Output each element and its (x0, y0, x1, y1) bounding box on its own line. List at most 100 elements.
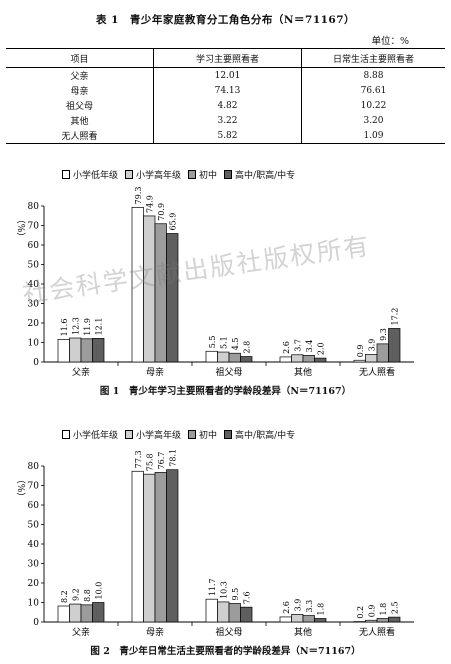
data-label: 12.1 (94, 318, 103, 336)
bar (154, 472, 167, 623)
y-axis-label: （%） (15, 475, 26, 502)
table-cell: 12.01 (153, 67, 302, 83)
bar (92, 602, 105, 623)
data-label: 2.0 (316, 342, 325, 355)
legend-label: 小学低年级 (73, 171, 119, 181)
bar (69, 603, 82, 623)
data-label: 74.9 (145, 195, 154, 213)
figure-2-caption: 图 2 青少年日常生活主要照看者的学龄段差异（N＝71167） (90, 646, 361, 657)
data-label: 3.3 (305, 600, 314, 613)
x-tick-label: 无人照看 (359, 626, 395, 638)
legend-label: 初中 (199, 171, 218, 181)
table-cell: 4.82 (153, 98, 302, 113)
legend-swatch (224, 430, 233, 439)
table-cell: 母亲 (70, 87, 89, 97)
y-tick-label: 0 (33, 358, 39, 368)
legend-swatch (188, 170, 197, 179)
legend-label: 小学高年级 (136, 431, 182, 441)
figure-1-caption: 图 1 青少年学习主要照看者的学龄段差异（N＝71167） (99, 386, 352, 397)
bar (314, 618, 327, 623)
bar (353, 621, 366, 623)
bar (279, 356, 292, 363)
table-cell: 8.88 (301, 67, 445, 83)
data-label: 0.9 (356, 345, 365, 358)
bar (166, 469, 179, 623)
bar (365, 619, 378, 623)
bar (217, 601, 230, 623)
bar (388, 328, 401, 363)
legend-item: 小学高年级 (125, 168, 181, 181)
y-tick-label: 60 (28, 501, 40, 511)
data-label: 77.3 (134, 450, 143, 468)
bar (314, 357, 327, 363)
x-tick-label: 祖父母 (215, 626, 242, 638)
table-cell: 3.20 (301, 113, 445, 128)
x-tick-label: 无人照看 (359, 366, 395, 378)
data-label: 65.9 (168, 213, 177, 231)
bar (57, 605, 70, 623)
bar (240, 356, 253, 363)
y-tick-label: 40 (28, 280, 40, 290)
bar (205, 598, 218, 623)
data-label: 2.6 (282, 601, 291, 614)
data-label: 9.2 (71, 588, 80, 601)
data-label: 76.7 (157, 452, 166, 470)
table-row: 父亲 12.01 8.88 (6, 67, 445, 83)
table-header-cell: 日常生活主要照看者 (301, 48, 445, 68)
data-label: 12.3 (71, 317, 80, 335)
data-label: 11.6 (60, 319, 69, 337)
legend-label: 高中/职高/中专 (235, 431, 296, 441)
bar (131, 470, 144, 623)
y-tick-label: 60 (28, 241, 40, 251)
bar (302, 615, 315, 623)
legend-label: 小学高年级 (136, 171, 182, 181)
legend-swatch (125, 170, 134, 179)
table-header-row: 项目 学习主要照看者 日常生活主要照看者 (6, 48, 445, 68)
y-tick-label: 10 (28, 599, 40, 609)
figure-1-chart: 0 10 20 30 40 50 60 70 80（%） 11.6 12.3 11.9 12.1 父亲 79… (15, 187, 414, 378)
bar (80, 604, 93, 623)
table-cell: 祖父母 (65, 102, 93, 112)
table-cell: 74.13 (153, 83, 302, 98)
table-cell: 其他 (70, 117, 89, 127)
x-tick-label: 母亲 (146, 626, 164, 638)
legend-item: 小学低年级 (62, 168, 118, 181)
table-row: 其他 3.22 3.20 (6, 113, 445, 128)
y-tick-label: 70 (28, 482, 40, 492)
bar (279, 616, 292, 623)
data-label: 7.6 (242, 591, 251, 604)
bar (388, 616, 401, 623)
legend-label: 小学低年级 (73, 431, 119, 441)
data-label: 1.8 (379, 603, 388, 616)
data-label: 3.9 (367, 339, 376, 352)
table-header-cell: 学习主要照看者 (153, 48, 302, 68)
data-label: 3.9 (293, 599, 302, 612)
y-tick-label: 80 (28, 462, 40, 472)
y-tick-label: 30 (28, 300, 40, 310)
table-cell: 父亲 (70, 72, 89, 82)
data-label: 8.2 (60, 590, 69, 603)
legend-item: 小学高年级 (125, 428, 181, 441)
y-axis-label: （%） (15, 215, 26, 242)
bar (92, 338, 105, 363)
legend-swatch (188, 430, 197, 439)
data-label: 2.6 (282, 341, 291, 354)
data-label: 9.5 (231, 588, 240, 601)
data-label: 3.7 (293, 339, 302, 352)
bar (57, 339, 70, 363)
data-label: 79.3 (134, 187, 143, 205)
bar (228, 603, 241, 623)
legend-item: 高中/职高/中专 (224, 428, 295, 441)
bar (302, 355, 315, 363)
y-tick-label: 70 (28, 222, 40, 232)
table-row: 母亲 74.13 76.61 (6, 83, 445, 98)
x-tick-label: 父亲 (72, 626, 90, 638)
data-label: 70.9 (157, 203, 166, 221)
data-table: 项目 学习主要照看者 日常生活主要照看者 父亲 12.01 8.88 母亲 74… (6, 48, 445, 144)
y-tick-label: 40 (28, 540, 40, 550)
data-label: 8.8 (83, 589, 92, 602)
x-tick-label: 其他 (294, 626, 312, 638)
bar (291, 614, 304, 623)
data-label: 0.9 (367, 605, 376, 618)
